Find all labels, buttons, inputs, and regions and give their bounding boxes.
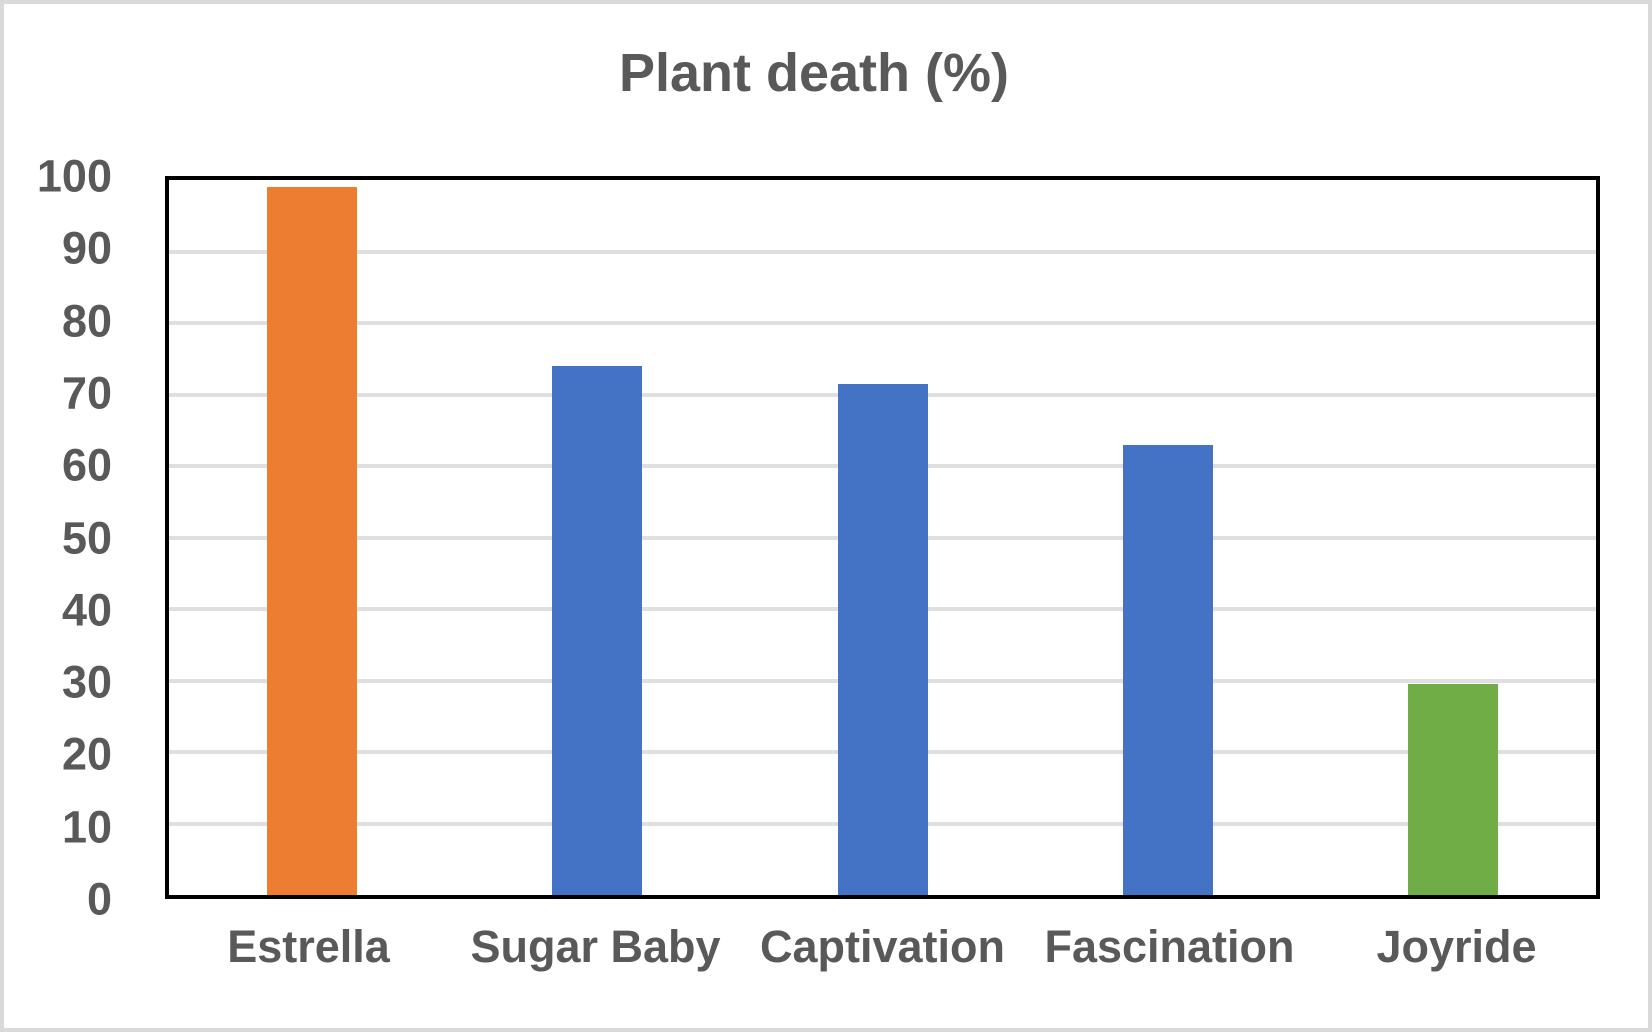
gridline-90: [169, 249, 1596, 254]
bar-sugar-baby: [552, 365, 643, 895]
x-category-label-joyride: Joyride: [1376, 921, 1537, 972]
bar-estrella: [266, 187, 357, 895]
y-tick-label-50: 50: [61, 512, 112, 563]
bar-slot-fascination: [1025, 180, 1310, 895]
gridline-80: [169, 321, 1596, 325]
y-tick-label-40: 40: [61, 584, 112, 636]
x-category-label-captivation: Captivation: [759, 921, 1006, 972]
y-tick-label-100: 100: [36, 150, 112, 202]
chart-title: Plant death (%): [618, 43, 1010, 103]
bar-captivation: [837, 383, 928, 895]
y-tick-label-60: 60: [61, 439, 112, 491]
bar-slot-estrella: [169, 180, 454, 895]
bar-fascination: [1122, 444, 1213, 895]
y-axis: 0 10 20 30 40 50 60 70 80 90 100: [4, 154, 112, 922]
plot-area: [165, 176, 1600, 899]
bar-slot-sugar-baby: [454, 180, 739, 895]
y-tick-label-10: 10: [61, 801, 112, 853]
x-category-label-sugar-baby: Sugar Baby: [470, 921, 721, 972]
x-axis: Estrella Sugar Baby Captivation Fascination…: [165, 924, 1600, 969]
bar-joyride: [1408, 684, 1499, 895]
y-tick-label-90: 90: [61, 222, 112, 274]
bar-slot-joyride: [1311, 180, 1596, 895]
bars: [169, 180, 1596, 895]
y-tick-label-0: 0: [86, 873, 112, 925]
y-tick-label-30: 30: [61, 656, 112, 708]
x-category-label-estrella: Estrella: [227, 921, 390, 972]
y-tick-label-80: 80: [61, 295, 112, 347]
y-tick-label-20: 20: [61, 728, 112, 780]
y-tick-label-70: 70: [61, 367, 112, 419]
x-category-label-fascination: Fascination: [1044, 921, 1295, 972]
bar-slot-captivation: [740, 180, 1025, 895]
